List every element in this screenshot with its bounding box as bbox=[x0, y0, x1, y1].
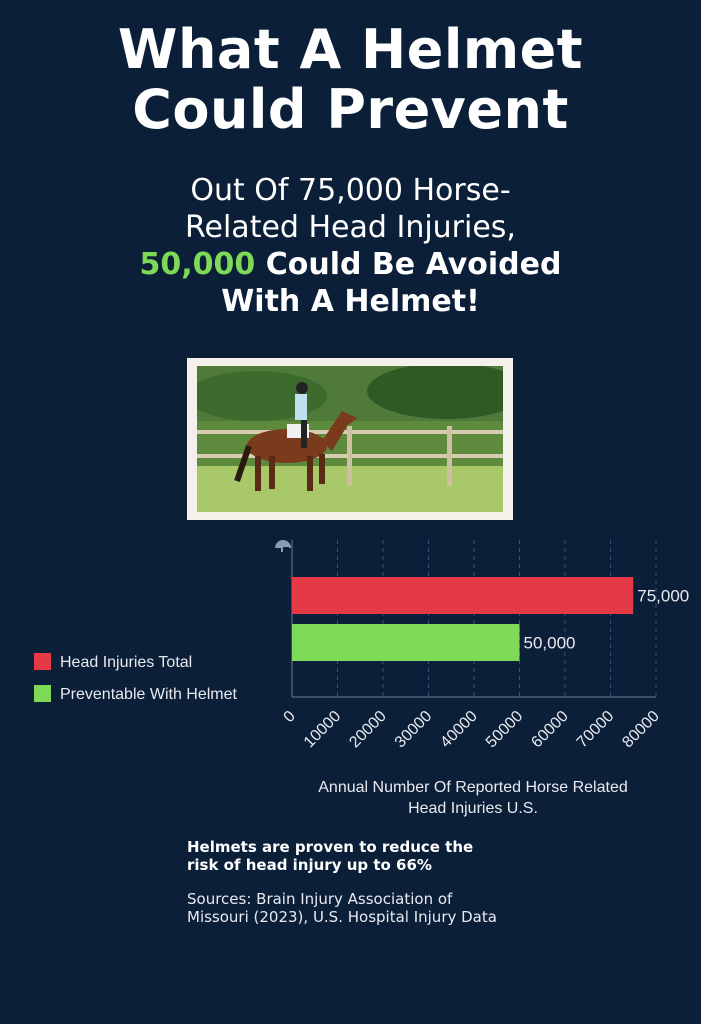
sources: Sources: Brain Injury Association of Mis… bbox=[187, 890, 497, 926]
data-label: 50,000 bbox=[524, 634, 576, 653]
legend-label: Head Injuries Total bbox=[60, 654, 193, 671]
page-title: What A Helmet Could Prevent bbox=[0, 20, 701, 140]
x-tick-label: 50000 bbox=[483, 708, 527, 752]
x-tick-label: 40000 bbox=[437, 708, 481, 752]
x-tick-label: 10000 bbox=[301, 708, 345, 752]
legend-item: Head Injuries Total bbox=[34, 653, 192, 672]
subtitle-text: Could Be Avoided bbox=[255, 247, 562, 282]
legend-item: Preventable With Helmet bbox=[34, 685, 237, 704]
subtitle-line: With A Helmet! bbox=[221, 284, 480, 319]
subtitle-line: Related Head Injuries, bbox=[185, 210, 516, 245]
subtitle-line: Out Of 75,000 Horse- bbox=[190, 173, 511, 208]
data-label: 75,000 bbox=[637, 587, 689, 606]
legend-label: Preventable With Helmet bbox=[60, 686, 237, 703]
x-tick-label: 20000 bbox=[346, 708, 390, 752]
title-line: What A Helmet bbox=[117, 18, 584, 81]
legend-swatch bbox=[34, 653, 51, 670]
horse-rider-photo bbox=[187, 358, 513, 520]
x-axis-label-line: Head Injuries U.S. bbox=[408, 800, 538, 817]
x-tick-label: 80000 bbox=[619, 708, 663, 752]
bar bbox=[292, 577, 634, 614]
subtitle: Out Of 75,000 Horse- Related Head Injuri… bbox=[0, 172, 701, 320]
title-line: Could Prevent bbox=[132, 78, 569, 141]
x-axis-label: Annual Number Of Reported Horse Related … bbox=[290, 777, 656, 819]
helmet-icon bbox=[275, 540, 291, 552]
helmet-fact: Helmets are proven to reduce the risk of… bbox=[187, 838, 474, 874]
x-tick-label: 0 bbox=[281, 708, 299, 726]
legend-swatch bbox=[34, 685, 51, 702]
x-axis-label-line: Annual Number Of Reported Horse Related bbox=[318, 779, 628, 796]
x-tick-label: 30000 bbox=[392, 708, 436, 752]
x-tick-label: 70000 bbox=[574, 708, 618, 752]
bar-chart: 0 10000 20000 30000 40000 50000 60000 70000 8000… bbox=[275, 540, 689, 752]
bar bbox=[292, 624, 520, 661]
highlight-number: 50,000 bbox=[139, 247, 256, 282]
x-tick-label: 60000 bbox=[528, 708, 572, 752]
subtitle-line: 50,000 Could Be Avoided bbox=[0, 246, 701, 283]
